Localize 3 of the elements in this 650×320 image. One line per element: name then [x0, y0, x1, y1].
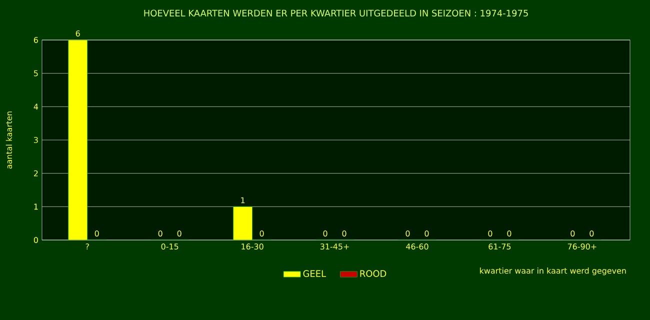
chart-title: HOEVEEL KAARTEN WERDEN ER PER KWARTIER UITGEDEELD IN SEIZOEN : 1974-1975	[144, 10, 528, 16]
legend-label: GEEL	[303, 270, 326, 277]
legend-label: ROOD	[360, 270, 386, 277]
